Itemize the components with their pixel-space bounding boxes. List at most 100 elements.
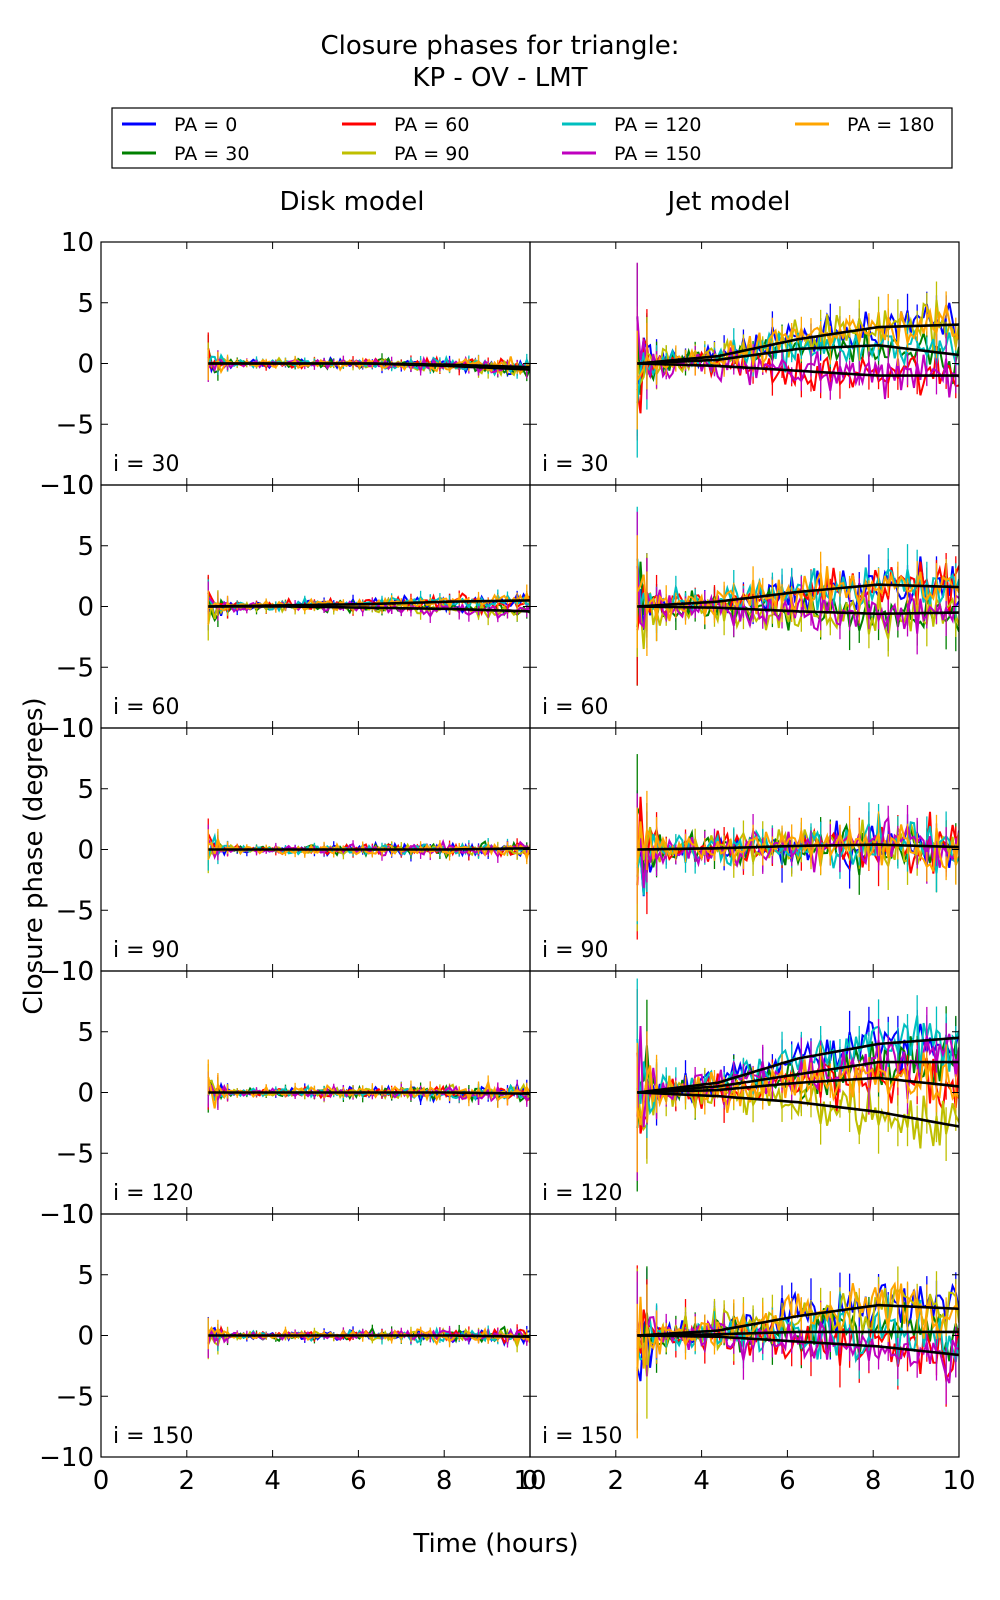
model-curve	[208, 1091, 530, 1095]
panel-inclination-label: i = 30	[113, 452, 180, 477]
x-tick-label: 0	[522, 1466, 539, 1496]
y-axis-label: Closure phase (degrees)	[19, 697, 49, 1014]
series-line	[636, 1019, 959, 1104]
panel-data	[207, 818, 530, 874]
model-curve	[208, 605, 530, 613]
y-tick-label: 0	[77, 1079, 94, 1109]
y-tick-label: 5	[77, 289, 94, 319]
series-line	[636, 1281, 959, 1372]
series-line	[208, 356, 530, 375]
series-line	[636, 304, 959, 381]
panel: i = 90	[529, 727, 960, 972]
panel-inclination-label: i = 30	[542, 452, 609, 477]
panel-frame	[529, 970, 960, 1215]
x-tick-label: 10	[942, 1466, 975, 1496]
panel-inclination-label: i = 90	[113, 938, 180, 963]
legend-box	[111, 107, 953, 169]
legend-label: PA = 150	[614, 143, 702, 165]
series-line	[636, 566, 959, 634]
y-tick-label: −5	[56, 410, 94, 440]
panel: i = 150	[100, 1213, 531, 1458]
panel: i = 90	[100, 727, 531, 972]
legend-label: PA = 180	[847, 114, 935, 136]
panel-inclination-label: i = 60	[542, 695, 609, 720]
model-curve	[637, 343, 959, 365]
y-tick-label: 5	[77, 1261, 94, 1291]
y-tick-label: 5	[77, 532, 94, 562]
y-tick-label: 5	[77, 1018, 94, 1048]
panel-inclination-label: i = 120	[542, 1181, 623, 1206]
model-curve	[637, 583, 959, 608]
series-line	[636, 1052, 959, 1126]
x-tick-label: 8	[865, 1466, 882, 1496]
y-tick-label: 10	[61, 471, 94, 501]
y-tick-label: −10	[39, 714, 94, 744]
panel-inclination-label: i = 150	[113, 1424, 194, 1449]
panel-data	[207, 1316, 530, 1360]
y-tick-label: −10	[39, 957, 94, 987]
model-curve	[637, 1076, 959, 1094]
chart-title-line-1: Closure phases for triangle:	[321, 31, 680, 61]
panel-data	[636, 1265, 959, 1439]
model-curve	[637, 323, 959, 365]
series-line	[636, 807, 959, 876]
model-curve	[208, 1334, 530, 1338]
panel-data	[636, 978, 959, 1192]
y-tick-label: −10	[39, 1443, 94, 1473]
x-tick-label: 0	[93, 1466, 110, 1496]
model-curve	[637, 1036, 959, 1094]
y-tick-label: −10	[39, 1200, 94, 1230]
y-tick-label: 0	[77, 593, 94, 623]
legend-label: PA = 120	[614, 114, 702, 136]
panel: i = 150	[529, 1213, 960, 1458]
y-tick-label: 0	[77, 1322, 94, 1352]
y-tick-label: −5	[56, 1139, 94, 1169]
x-tick-label: 2	[179, 1466, 196, 1496]
x-tick-label: 2	[608, 1466, 625, 1496]
panel: i = 120	[529, 970, 960, 1215]
panel: i = 30	[529, 241, 960, 486]
y-tick-label: 10	[61, 1200, 94, 1230]
model-curve	[637, 1303, 959, 1337]
y-tick-label: 0	[77, 350, 94, 380]
x-tick-label: 4	[693, 1466, 710, 1496]
model-curve	[637, 362, 959, 377]
model-curve	[637, 1330, 959, 1337]
y-tick-label: −5	[56, 896, 94, 926]
panel-inclination-label: i = 120	[113, 1181, 194, 1206]
model-curve	[637, 843, 959, 851]
panel: i = 30	[100, 241, 531, 486]
x-tick-label: 4	[264, 1466, 281, 1496]
series-line	[636, 1299, 959, 1365]
y-tick-label: 10	[61, 957, 94, 987]
y-tick-label: −10	[39, 471, 94, 501]
panel-grid: i = 30 i = 60 i = 90 i = 120 i = 150 i = 30 i …	[39, 228, 975, 1496]
series-line	[636, 1015, 959, 1116]
panel-data	[636, 262, 959, 458]
panel: i = 60	[529, 484, 960, 729]
legend-label: PA = 0	[174, 114, 237, 136]
y-tick-label: 10	[61, 714, 94, 744]
column-title-disk: Disk model	[279, 187, 424, 217]
legend-label: PA = 60	[394, 114, 469, 136]
model-curve	[637, 605, 959, 616]
y-tick-label: 5	[77, 775, 94, 805]
model-curve	[208, 362, 530, 371]
x-tick-label: 6	[779, 1466, 796, 1496]
legend-label: PA = 30	[174, 143, 249, 165]
y-tick-label: −5	[56, 653, 94, 683]
panel-data	[207, 574, 530, 641]
x-tick-label: 8	[436, 1466, 453, 1496]
panel-data	[636, 754, 959, 940]
legend-label: PA = 90	[394, 143, 469, 165]
legend: PA = 0 PA = 30 PA = 60 PA = 90 PA = 120 PA = …	[111, 107, 953, 169]
y-tick-label: 0	[77, 836, 94, 866]
series-line	[636, 1072, 959, 1149]
x-tick-label: 6	[350, 1466, 367, 1496]
panel-inclination-label: i = 60	[113, 695, 180, 720]
panel: i = 120	[100, 970, 531, 1215]
panel-data	[207, 332, 530, 382]
column-title-jet: Jet model	[665, 187, 790, 217]
panel-inclination-label: i = 150	[542, 1424, 623, 1449]
